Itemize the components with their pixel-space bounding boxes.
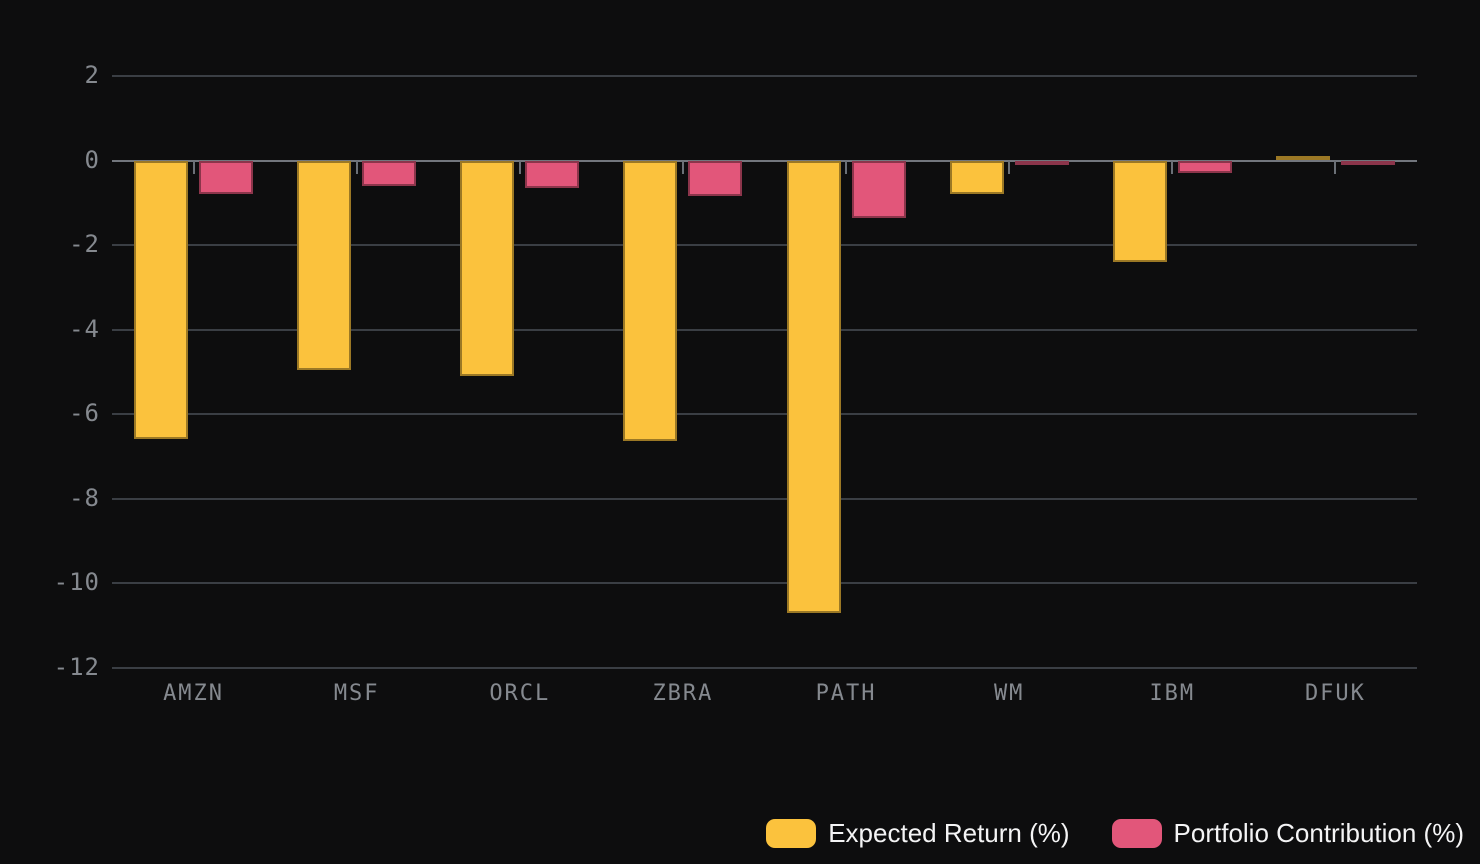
bar-portfolio-contribution-path[interactable] xyxy=(851,160,906,218)
x-axis-label: DFUK xyxy=(1304,680,1366,706)
x-axis-label: WM xyxy=(993,680,1025,706)
x-axis-label: IBM xyxy=(1149,680,1196,706)
x-axis-label: PATH xyxy=(815,680,877,706)
bar-expected-return-wm[interactable] xyxy=(949,160,1004,195)
y-axis-tick-label: -2 xyxy=(69,230,100,258)
legend-swatch-portfolio-contribution xyxy=(1111,819,1162,848)
zero-axis-line xyxy=(112,159,1417,162)
bar-expected-return-msf[interactable] xyxy=(297,160,352,370)
gridline xyxy=(112,244,1417,246)
legend-label-expected-return: Expected Return (%) xyxy=(828,818,1070,848)
gridline xyxy=(112,328,1417,331)
legend-swatch-expected-return xyxy=(766,819,817,848)
x-axis-label: ZBRA xyxy=(652,680,714,706)
gridline xyxy=(112,582,1417,584)
bar-expected-return-orcl[interactable] xyxy=(460,160,515,376)
x-axis-label: MSF xyxy=(333,680,380,706)
bar-portfolio-contribution-orcl[interactable] xyxy=(525,160,580,188)
gridline xyxy=(112,75,1417,77)
x-axis-tick xyxy=(1008,160,1011,174)
x-axis-tick xyxy=(1334,160,1337,174)
x-axis-tick xyxy=(518,160,521,174)
bar-expected-return-amzn[interactable] xyxy=(134,160,189,440)
bar-expected-return-zbra[interactable] xyxy=(623,160,678,442)
x-axis-tick xyxy=(1171,160,1174,174)
x-axis-label: AMZN xyxy=(163,680,225,706)
x-axis-label: ORCL xyxy=(489,680,551,706)
bar-portfolio-contribution-amzn[interactable] xyxy=(199,160,254,195)
gridline xyxy=(112,497,1417,500)
y-axis-tick-label: -10 xyxy=(53,568,100,596)
x-axis-tick xyxy=(355,160,358,174)
bar-portfolio-contribution-wm[interactable] xyxy=(1014,160,1069,165)
y-axis-tick-label: -12 xyxy=(53,652,100,681)
gridline xyxy=(112,666,1417,669)
y-axis-tick-label: 0 xyxy=(84,145,100,174)
bar-portfolio-contribution-zbra[interactable] xyxy=(688,160,743,197)
bar-portfolio-contribution-msf[interactable] xyxy=(362,160,417,186)
bar-portfolio-contribution-dfuk[interactable] xyxy=(1340,160,1395,165)
bar-portfolio-contribution-ibm[interactable] xyxy=(1177,160,1232,174)
y-axis-tick-label: -8 xyxy=(69,483,100,512)
legend-item-portfolio-contribution[interactable]: Portfolio Contribution (%) xyxy=(1111,818,1464,849)
bar-expected-return-ibm[interactable] xyxy=(1112,160,1167,262)
y-axis-tick-label: -6 xyxy=(69,399,100,427)
legend-label-portfolio-contribution: Portfolio Contribution (%) xyxy=(1173,818,1464,848)
y-axis-tick-label: -4 xyxy=(69,314,100,343)
gridline xyxy=(112,413,1417,415)
x-axis-tick xyxy=(845,160,848,174)
chart-legend: Expected Return (%) Portfolio Contributi… xyxy=(766,818,1464,849)
x-axis-tick xyxy=(681,160,684,174)
legend-item-expected-return[interactable]: Expected Return (%) xyxy=(766,818,1070,849)
bar-expected-return-path[interactable] xyxy=(786,160,841,613)
x-axis-tick xyxy=(192,160,195,174)
y-axis-tick-label: 2 xyxy=(84,61,100,89)
bar-expected-return-dfuk[interactable] xyxy=(1275,156,1330,161)
